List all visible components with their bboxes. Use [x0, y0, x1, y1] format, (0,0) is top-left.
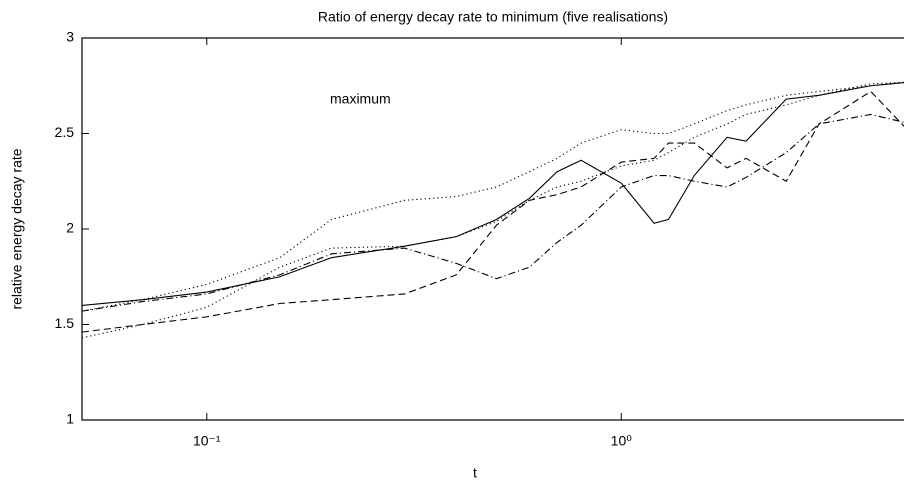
series-line — [81, 81, 904, 339]
y-tick-label: 3 — [66, 29, 74, 45]
chart-title: Ratio of energy decay rate to minimum (f… — [318, 9, 668, 25]
x-tick-label: 10⁰ — [611, 433, 633, 449]
y-tick-label: 2 — [66, 220, 74, 236]
series-line — [81, 82, 904, 306]
x-axis-label: t — [473, 465, 477, 481]
plot-frame — [81, 37, 904, 421]
y-tick-label: 1.5 — [55, 315, 75, 331]
annotation: maximum — [330, 91, 391, 107]
y-tick-label: 1 — [66, 411, 74, 427]
x-tick-label: 10⁻¹ — [193, 433, 221, 449]
series-line — [81, 113, 904, 312]
y-axis-label: relative energy decay rate — [9, 148, 25, 309]
series-line — [81, 82, 904, 312]
series-line — [81, 90, 904, 333]
y-tick-label: 2.5 — [55, 124, 75, 140]
